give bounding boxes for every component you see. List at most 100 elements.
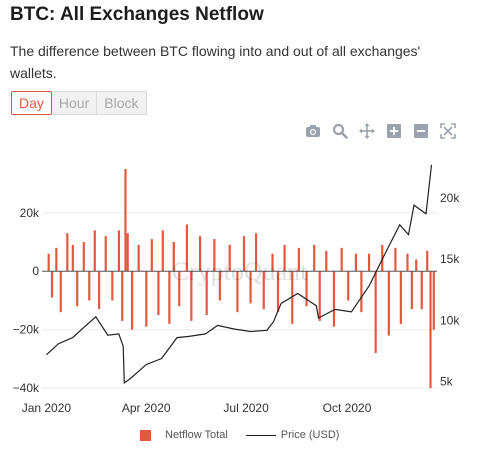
netflow-bar bbox=[150, 239, 153, 272]
netflow-bar bbox=[367, 253, 371, 272]
y-left-tick-label: 0 bbox=[32, 264, 39, 278]
x-tick-label: Jan 2020 bbox=[22, 401, 72, 415]
netflow-bars bbox=[47, 168, 435, 389]
x-axis: Jan 2020 Apr 2020 Jul 2020 Oct 2020 bbox=[22, 401, 372, 415]
netflow-bar bbox=[205, 271, 208, 316]
netflow-bar bbox=[71, 244, 74, 272]
netflow-bar bbox=[124, 168, 127, 272]
camera-icon[interactable] bbox=[303, 121, 323, 141]
netflow-bar bbox=[172, 242, 175, 272]
netflow-bar bbox=[161, 230, 164, 272]
netflow-bar bbox=[157, 271, 160, 316]
netflow-bar bbox=[325, 250, 328, 272]
netflow-bar bbox=[297, 247, 300, 272]
netflow-bar bbox=[283, 244, 286, 272]
netflow-bar bbox=[59, 271, 62, 313]
netflow-bar bbox=[347, 271, 350, 301]
netflow-bar bbox=[126, 233, 129, 272]
gridlines bbox=[42, 212, 437, 389]
netflow-bar bbox=[387, 271, 390, 336]
y-axis-right: 5k 10k 15k 20k bbox=[440, 191, 460, 389]
netflow-bar bbox=[76, 271, 79, 307]
netflow-bar bbox=[305, 271, 308, 307]
netflow-bar bbox=[228, 244, 231, 272]
netflow-bar bbox=[137, 244, 140, 272]
tab-hour[interactable]: Hour bbox=[51, 91, 98, 115]
netflow-bar bbox=[130, 271, 134, 330]
netflow-bar bbox=[313, 244, 316, 272]
page-subtitle: The difference between BTC flowing into … bbox=[10, 43, 421, 81]
y-right-tick-label: 15k bbox=[440, 252, 460, 266]
netflow-bar bbox=[47, 253, 50, 272]
netflow-bar bbox=[242, 236, 246, 272]
legend-swatch-price[interactable] bbox=[245, 434, 276, 436]
netflow-bar bbox=[262, 271, 265, 310]
netflow-price-chart: CryptoQuant −40k −20k 0 20k 5k 10k 15k 20k Jan… bbox=[13, 164, 460, 415]
netflow-bar bbox=[318, 271, 321, 321]
netflow-bar bbox=[271, 253, 274, 272]
netflow-bar bbox=[354, 253, 358, 272]
pan-icon[interactable] bbox=[357, 121, 377, 141]
y-right-tick-label: 20k bbox=[440, 191, 460, 205]
zoom-icon[interactable] bbox=[330, 121, 350, 141]
x-tick-label: Apr 2020 bbox=[122, 401, 171, 415]
price-line bbox=[45, 164, 433, 385]
netflow-bar bbox=[55, 247, 58, 272]
tab-block[interactable]: Block bbox=[97, 91, 147, 115]
zoom-out-icon[interactable] bbox=[411, 121, 431, 141]
legend-label-netflow[interactable]: Netflow Total bbox=[165, 429, 228, 441]
netflow-bar bbox=[291, 271, 294, 324]
y-left-tick-label: −40k bbox=[13, 381, 40, 395]
netflow-bar bbox=[410, 271, 413, 310]
y-axis-left: −40k −20k 0 20k bbox=[13, 206, 40, 395]
netflow-bar bbox=[276, 271, 280, 313]
resolution-tabs: Day Hour Block bbox=[11, 91, 147, 115]
netflow-bar bbox=[117, 230, 121, 272]
netflow-bar bbox=[429, 271, 432, 389]
y-right-tick-label: 5k bbox=[440, 375, 454, 389]
y-right-tick-label: 10k bbox=[440, 313, 460, 327]
netflow-bar bbox=[104, 236, 107, 272]
legend-swatch-netflow[interactable] bbox=[140, 429, 151, 441]
netflow-bar bbox=[340, 247, 343, 272]
netflow-bar bbox=[374, 271, 377, 354]
netflow-bar bbox=[66, 233, 69, 272]
netflow-bar bbox=[111, 271, 114, 301]
netflow-bar bbox=[249, 271, 252, 304]
netflow-bar bbox=[190, 271, 193, 321]
zoom-in-icon[interactable] bbox=[384, 121, 404, 141]
chart-toolbar bbox=[303, 121, 458, 141]
netflow-bar bbox=[93, 230, 96, 272]
netflow-bar bbox=[145, 271, 148, 327]
legend-label-price[interactable]: Price (USD) bbox=[280, 429, 340, 441]
tab-day[interactable]: Day bbox=[11, 91, 52, 115]
netflow-bar bbox=[121, 271, 124, 321]
y-left-tick-label: −20k bbox=[13, 323, 40, 337]
netflow-bar bbox=[168, 271, 171, 324]
netflow-bar bbox=[254, 233, 258, 272]
netflow-bar bbox=[399, 271, 402, 324]
netflow-bar bbox=[218, 271, 221, 301]
netflow-bar bbox=[236, 271, 239, 313]
y-left-tick-label: 20k bbox=[20, 206, 40, 220]
netflow-bar bbox=[88, 271, 91, 301]
page-title: BTC: All Exchanges Netflow bbox=[10, 4, 264, 25]
x-tick-label: Oct 2020 bbox=[323, 401, 372, 415]
netflow-bar bbox=[213, 239, 216, 272]
netflow-bar bbox=[406, 253, 409, 272]
netflow-bar bbox=[185, 224, 189, 272]
netflow-bar bbox=[98, 271, 101, 310]
netflow-bar bbox=[426, 250, 429, 272]
autoscale-icon[interactable] bbox=[438, 121, 458, 141]
netflow-bar bbox=[394, 247, 397, 272]
netflow-bar bbox=[82, 242, 85, 272]
netflow-bar bbox=[199, 236, 202, 272]
chart-legend: Netflow Total Price (USD) bbox=[140, 429, 339, 441]
netflow-bar bbox=[332, 271, 336, 327]
netflow-bar bbox=[415, 259, 418, 272]
netflow-bar bbox=[178, 271, 181, 307]
watermark: CryptoQuant bbox=[172, 257, 309, 286]
x-tick-label: Jul 2020 bbox=[223, 401, 269, 415]
netflow-bar bbox=[360, 271, 363, 313]
netflow-bar bbox=[432, 271, 435, 330]
